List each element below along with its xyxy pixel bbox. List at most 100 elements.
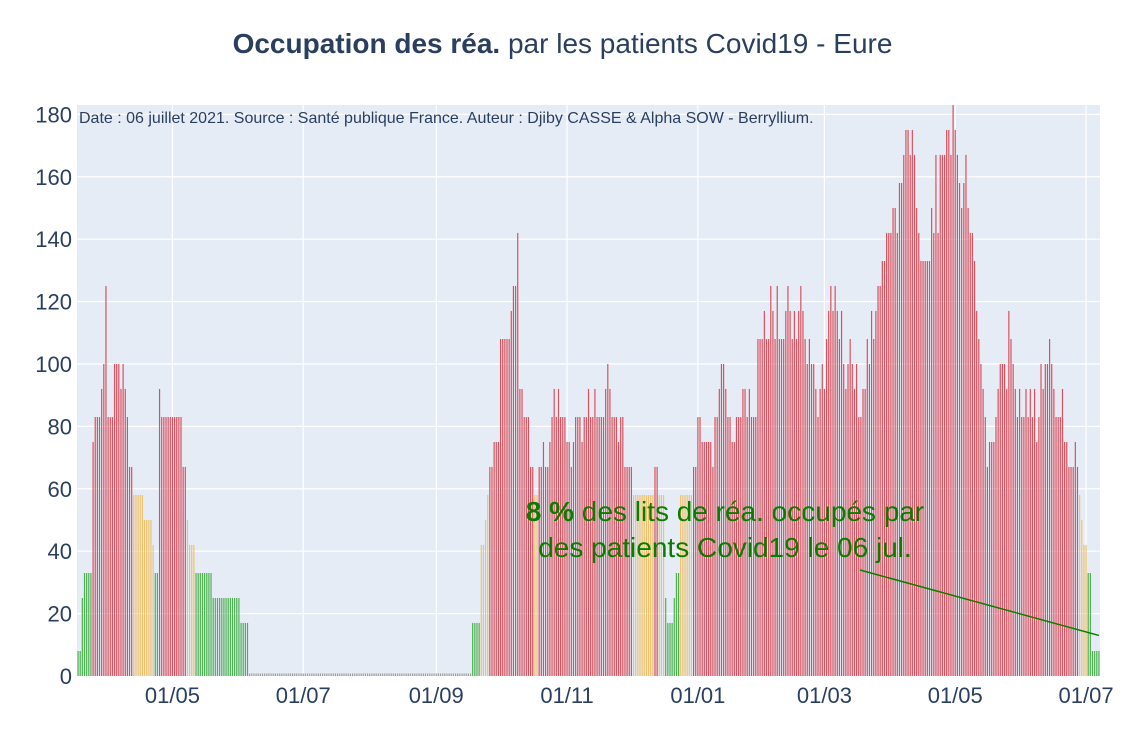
- bar: [1049, 339, 1051, 676]
- bar: [191, 544, 193, 676]
- bar: [437, 673, 439, 676]
- bar: [699, 417, 701, 676]
- bar: [399, 673, 401, 676]
- bar: [804, 339, 806, 676]
- bar: [688, 495, 690, 676]
- bar: [107, 417, 109, 676]
- bar: [922, 261, 924, 676]
- bar: [540, 466, 542, 676]
- bar: [682, 495, 684, 676]
- bar: [705, 441, 708, 676]
- x-tick-label: 01/11: [540, 683, 593, 708]
- bar: [1036, 441, 1038, 676]
- bar: [420, 673, 422, 676]
- bar: [504, 339, 506, 676]
- bar: [662, 495, 665, 676]
- bar: [324, 673, 326, 676]
- bar: [647, 495, 650, 676]
- bar: [630, 466, 632, 676]
- bar: [587, 388, 590, 676]
- bar: [628, 466, 630, 676]
- bar: [1057, 417, 1059, 676]
- bar: [813, 363, 815, 676]
- bar: [339, 673, 341, 676]
- bar: [431, 673, 433, 676]
- bar: [862, 388, 864, 676]
- bar: [459, 673, 461, 676]
- bar: [1083, 544, 1085, 676]
- bar: [429, 673, 431, 676]
- bar: [866, 339, 868, 676]
- bar: [287, 673, 289, 676]
- bar: [1081, 519, 1083, 676]
- bar: [379, 673, 382, 676]
- bar: [126, 417, 128, 676]
- bar: [113, 363, 116, 676]
- bar: [362, 673, 364, 676]
- bar: [795, 339, 798, 676]
- bar: [759, 339, 761, 676]
- bar: [585, 417, 587, 676]
- bar: [971, 232, 973, 676]
- bar: [607, 363, 609, 676]
- bar: [476, 622, 478, 676]
- bar: [624, 466, 626, 676]
- bar: [409, 673, 412, 676]
- bar: [943, 154, 946, 677]
- bar: [1098, 651, 1100, 676]
- bar: [469, 673, 472, 676]
- bar: [435, 673, 437, 676]
- bar: [386, 673, 388, 676]
- bar: [356, 673, 358, 676]
- bar: [720, 363, 723, 676]
- bar: [956, 154, 958, 677]
- bar: [871, 310, 873, 676]
- bar: [1072, 466, 1074, 676]
- bar: [407, 673, 409, 676]
- bar: [658, 495, 660, 676]
- bar: [999, 363, 1001, 676]
- bar: [165, 417, 167, 676]
- bar: [416, 673, 418, 676]
- bar: [512, 285, 515, 676]
- bar: [1059, 417, 1061, 676]
- bar: [555, 417, 557, 676]
- bar: [167, 417, 169, 676]
- bar: [156, 573, 159, 676]
- bar: [90, 573, 92, 676]
- bar: [652, 495, 654, 676]
- bar: [523, 417, 525, 676]
- bar: [270, 673, 272, 676]
- bar: [564, 417, 566, 676]
- bar: [1068, 466, 1070, 676]
- bar: [384, 673, 386, 676]
- bar: [1066, 441, 1068, 676]
- bar: [499, 339, 502, 676]
- bar: [976, 310, 978, 676]
- bar: [525, 417, 527, 676]
- bar: [392, 673, 394, 676]
- bar: [825, 339, 828, 676]
- bar: [637, 495, 639, 676]
- bar: [686, 495, 688, 676]
- bar: [828, 310, 830, 676]
- bar: [261, 673, 264, 676]
- bar: [542, 441, 545, 676]
- bar: [609, 388, 611, 676]
- bar: [158, 388, 161, 676]
- bar: [302, 673, 304, 676]
- bar: [180, 417, 182, 676]
- bar: [1061, 388, 1064, 676]
- bar: [294, 673, 296, 676]
- bar: [103, 363, 105, 676]
- bar: [371, 673, 373, 676]
- bar: [343, 673, 345, 676]
- bar: [896, 232, 898, 676]
- bar: [1046, 363, 1049, 676]
- y-tick-label: 140: [35, 227, 72, 252]
- bar: [570, 466, 572, 676]
- bar: [92, 441, 94, 676]
- bar: [937, 232, 939, 676]
- bar: [581, 441, 583, 676]
- chart-title-bold: Occupation des réa.: [232, 28, 501, 59]
